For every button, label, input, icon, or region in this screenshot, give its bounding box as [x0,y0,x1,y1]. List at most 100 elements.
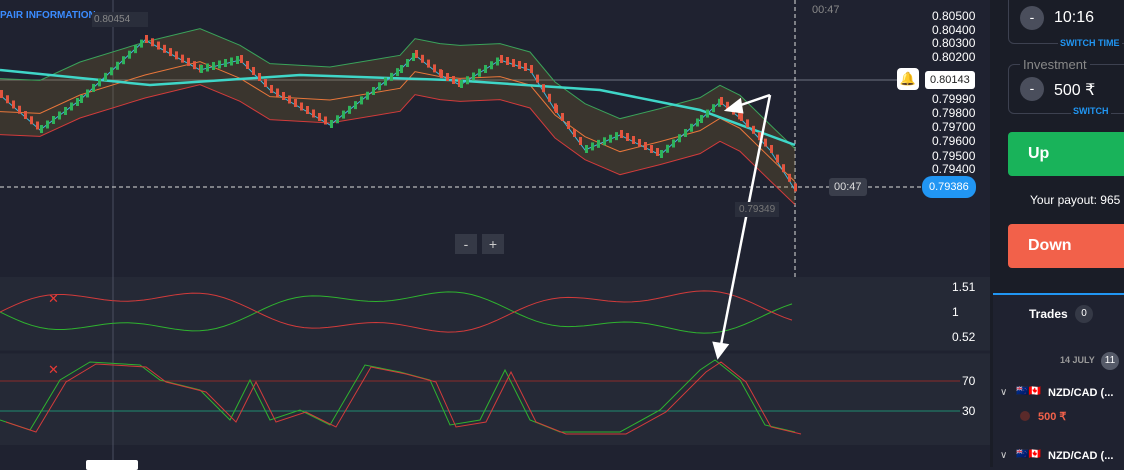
candle [660,150,663,158]
candle [36,121,39,130]
candle [740,113,743,121]
candle [427,59,430,68]
candle [506,57,509,65]
candle [206,63,209,72]
candle [52,116,55,124]
candle [252,67,255,75]
alert-bell[interactable]: 🔔 [897,68,919,90]
candle [666,144,669,153]
candle [484,65,487,73]
indicator-tick: 0.52 [952,330,976,344]
candle [318,113,321,121]
candle [555,105,558,113]
candle [18,105,21,114]
candle [400,65,403,73]
expand[interactable]: ∨ [1000,387,1008,398]
trade-pair[interactable]: NZD/CAD (... [1048,450,1114,462]
remove-indicator[interactable]: ✕ [48,362,59,377]
candle [324,116,327,125]
indicator1-line [0,290,793,333]
candle [396,68,399,77]
remove-indicator[interactable]: ✕ [48,291,59,306]
price-tick: 0.79600 [932,134,976,148]
candle [200,65,203,73]
candle [360,96,363,105]
indicator-panel [0,277,990,445]
candle [122,56,125,65]
candle [116,61,119,70]
low-price: 0.79349 [735,202,780,217]
candle [700,115,703,123]
up-button[interactable]: Up [1008,132,1124,176]
price-tick: 0.80500 [932,9,976,23]
trades-date: 14 JULY [1060,355,1095,365]
candle [230,57,233,66]
candle [40,125,43,133]
trade-pair[interactable]: NZD/CAD (... [1048,387,1114,399]
candle [348,105,351,114]
candle [579,137,582,145]
pair-information[interactable]: PAIR INFORMATION [0,10,96,21]
candle [524,63,527,71]
candle [128,50,131,59]
indicator-tick: 30 [962,404,976,418]
candle [496,57,499,66]
investment-label: Investment [1020,57,1090,72]
candle [548,93,551,102]
switch-time[interactable]: SWITCH TIME [1058,38,1122,48]
upper-band [0,28,796,150]
candle [157,41,160,50]
candle [684,129,687,137]
candle [86,89,89,98]
candle [466,76,469,85]
price-tick: 0.79800 [932,106,976,120]
lower-band [0,84,796,206]
candle [276,88,279,97]
candle [512,59,515,67]
stochastic-k [0,359,796,433]
candle [58,111,61,120]
current-price: 0.79386 [922,176,976,198]
candle [181,54,184,63]
zoom-in[interactable]: + [482,234,504,254]
candle [585,145,588,153]
candle [712,104,715,113]
date-count: 11 [1101,352,1119,370]
candle [500,55,503,63]
scroll-handle[interactable] [86,460,138,470]
bollinger-band [0,28,795,205]
trade-amount: 500 ₹ [1038,411,1067,423]
candle [573,129,576,137]
candle [264,79,267,87]
trades-panel [993,293,1124,469]
zoom-out[interactable]: - [455,234,477,254]
candle [98,78,101,87]
candle [378,82,381,91]
indicator-tick: 1 [952,305,959,319]
candle [567,121,570,129]
candle [64,107,67,115]
candle [246,61,249,69]
investment-minus[interactable]: - [1020,77,1044,101]
candle [193,61,196,70]
down-button[interactable]: Down [1008,224,1124,268]
candle [752,125,755,134]
candle [236,56,239,64]
switch-investment[interactable]: SWITCH [1071,106,1111,116]
candle [720,97,723,105]
candle [212,62,215,70]
investment-value: 500 ₹ [1054,82,1096,99]
candle [169,48,172,57]
candle [788,173,791,182]
candle [390,72,393,81]
trades-title[interactable]: Trades [1029,307,1068,321]
expand[interactable]: ∨ [1000,450,1008,461]
candle [46,120,49,129]
candle [372,87,375,95]
candle [218,60,221,69]
candle [591,142,594,151]
crosshair-time: 00:47 [829,178,867,196]
candle [145,35,148,43]
time-minus[interactable]: - [1020,6,1044,30]
